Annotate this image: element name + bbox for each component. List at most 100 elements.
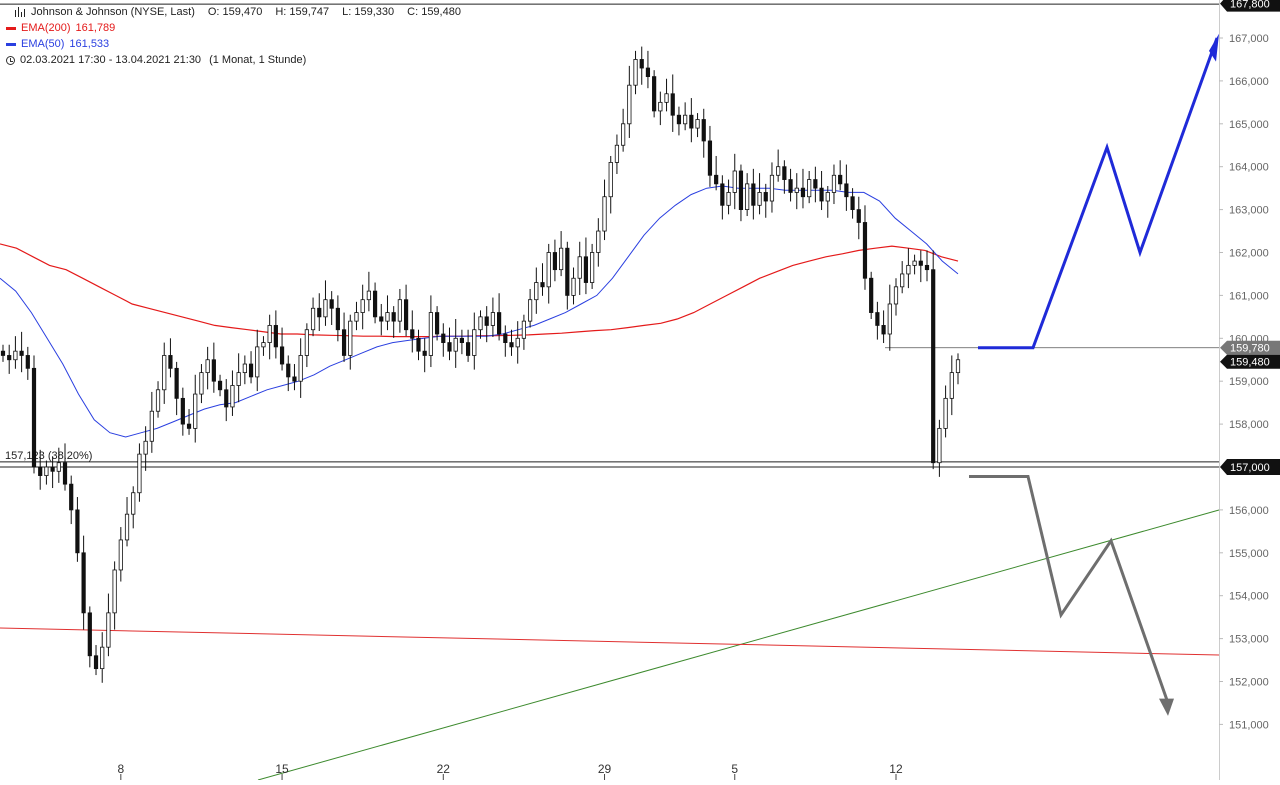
time-tick-label: 15 (275, 762, 289, 776)
candle (862, 205, 868, 290)
ema50-line (0, 185, 959, 438)
candle (664, 78, 669, 112)
candle-body (949, 372, 954, 399)
candle-body (875, 312, 880, 326)
resistance-tag-label: 159,780 (1230, 343, 1270, 355)
candle (69, 475, 74, 525)
candle-body (230, 385, 235, 408)
candle (193, 374, 198, 443)
candle-body (459, 337, 464, 343)
candle (521, 314, 527, 350)
candle-body (131, 492, 136, 515)
candle-body (7, 355, 12, 361)
candle (515, 321, 520, 364)
candle (757, 173, 762, 215)
candle-body (354, 312, 359, 322)
bullish-arrowhead (1209, 33, 1219, 62)
candle-body (664, 93, 669, 103)
candle-body (19, 350, 24, 356)
candle (366, 271, 371, 312)
candle (819, 170, 824, 211)
candle-body (199, 372, 204, 395)
candle-body (714, 174, 719, 185)
candle (955, 353, 961, 385)
candle (528, 288, 533, 328)
fib-level-label: 157,123 (38.20%) (5, 450, 92, 462)
candle (738, 164, 744, 222)
candle (273, 310, 278, 359)
rising-trendline (257, 509, 1220, 781)
candle (751, 168, 756, 220)
bar-chart-icon (14, 7, 26, 17)
candle (943, 385, 948, 438)
candle-body (955, 359, 961, 374)
candle-body (261, 342, 266, 348)
candle-body (887, 303, 892, 335)
candle (255, 329, 260, 392)
candle-body (255, 346, 260, 378)
candle-body (410, 329, 415, 339)
candle-body (416, 337, 421, 352)
candle-body (881, 325, 886, 335)
price-tick-label: 151,000 (1229, 719, 1269, 731)
candle-body (236, 372, 241, 386)
candle (881, 310, 886, 344)
candle-body (298, 355, 303, 382)
candle-body (515, 337, 520, 348)
price-tick-label: 159,000 (1229, 376, 1269, 388)
candle-body (478, 316, 483, 331)
candle (577, 241, 582, 295)
candle (596, 218, 601, 267)
candle (385, 295, 390, 331)
candle-body (726, 192, 731, 206)
candle-body (769, 174, 775, 202)
candle-body (670, 93, 675, 116)
time-tick-label: 22 (437, 762, 451, 776)
price-tick-label: 161,000 (1229, 290, 1269, 302)
candle (447, 327, 452, 361)
candle-body (900, 273, 905, 288)
candle (131, 486, 136, 529)
candle-body (707, 140, 713, 176)
resistance-tag (1220, 340, 1280, 355)
candle (621, 108, 626, 152)
candle-body (44, 466, 49, 476)
time-tick-label: 12 (889, 762, 903, 776)
candle-body (813, 179, 818, 189)
candle (261, 336, 266, 356)
horizontal-levels: 157,123 (38.20%) (0, 3, 1219, 468)
candle (465, 329, 471, 362)
candle-body (75, 509, 80, 554)
candle (732, 153, 737, 210)
candle (310, 297, 316, 337)
candle (149, 391, 154, 453)
candle (124, 497, 130, 547)
candle (503, 325, 508, 357)
candle (875, 301, 880, 340)
candle-body (912, 260, 917, 266)
candle-body (763, 192, 768, 202)
candle (639, 46, 644, 85)
candle-body (583, 256, 589, 283)
candle-body (385, 312, 390, 322)
candle-body (645, 67, 651, 78)
candle (279, 327, 285, 371)
candle-body (559, 247, 564, 271)
candle (93, 645, 99, 676)
candle (286, 355, 291, 392)
time-tick-label: 5 (731, 762, 738, 776)
candle-body (348, 320, 353, 356)
candle (590, 243, 595, 289)
candle-body (800, 187, 806, 198)
candle-body (652, 76, 657, 112)
candle (652, 70, 657, 118)
candle-body (323, 299, 328, 318)
candle-body (106, 612, 111, 648)
candle (242, 355, 247, 385)
candle-body (590, 252, 595, 283)
candle-body (521, 320, 527, 339)
candle (540, 263, 545, 296)
support-tag (1220, 459, 1280, 475)
